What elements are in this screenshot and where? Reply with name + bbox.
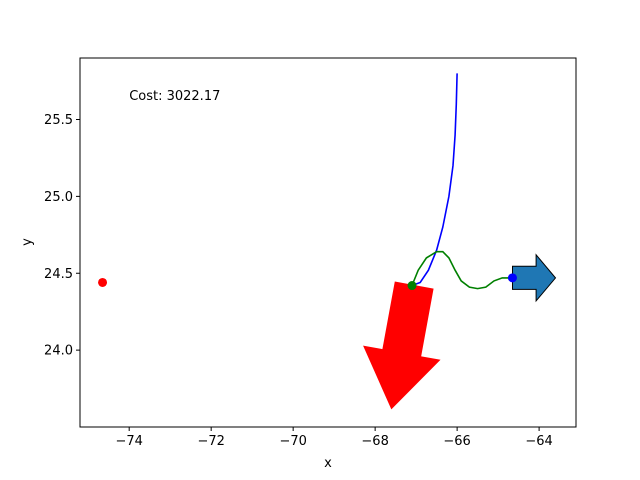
arrow-layer: [363, 253, 557, 410]
x-tick-label: −66: [443, 434, 470, 449]
trajectory-line-2: [411, 250, 513, 290]
y-tick-label: 24.0: [44, 344, 73, 359]
axes-frame: [79, 57, 577, 428]
y-axis-label: y: [20, 238, 35, 246]
point-marker-1: [98, 277, 108, 287]
heading-arrow-1: [363, 281, 441, 410]
trajectory-line-1: [411, 73, 458, 287]
y-tick-label: 25.0: [44, 190, 73, 205]
series-layer: [411, 73, 513, 290]
x-tick-label: −74: [115, 434, 142, 449]
x-tick-label: −68: [361, 434, 388, 449]
marker-layer: [98, 273, 517, 291]
x-axis-ticks: −74 −72 −70 −68 −66 −64: [115, 427, 553, 449]
point-marker-2: [407, 281, 417, 291]
x-axis-label: x: [324, 456, 332, 471]
point-marker-3: [507, 273, 517, 283]
y-tick-label: 25.5: [44, 113, 73, 128]
x-tick-label: −64: [525, 434, 552, 449]
y-tick-label: 24.5: [44, 267, 73, 282]
x-tick-label: −70: [279, 434, 306, 449]
y-axis-ticks: 24.0 24.5 25.0 25.5: [44, 113, 80, 359]
heading-arrow-2: [512, 253, 557, 303]
x-tick-label: −72: [197, 434, 224, 449]
cost-annotation: Cost: 3022.17: [129, 89, 220, 104]
